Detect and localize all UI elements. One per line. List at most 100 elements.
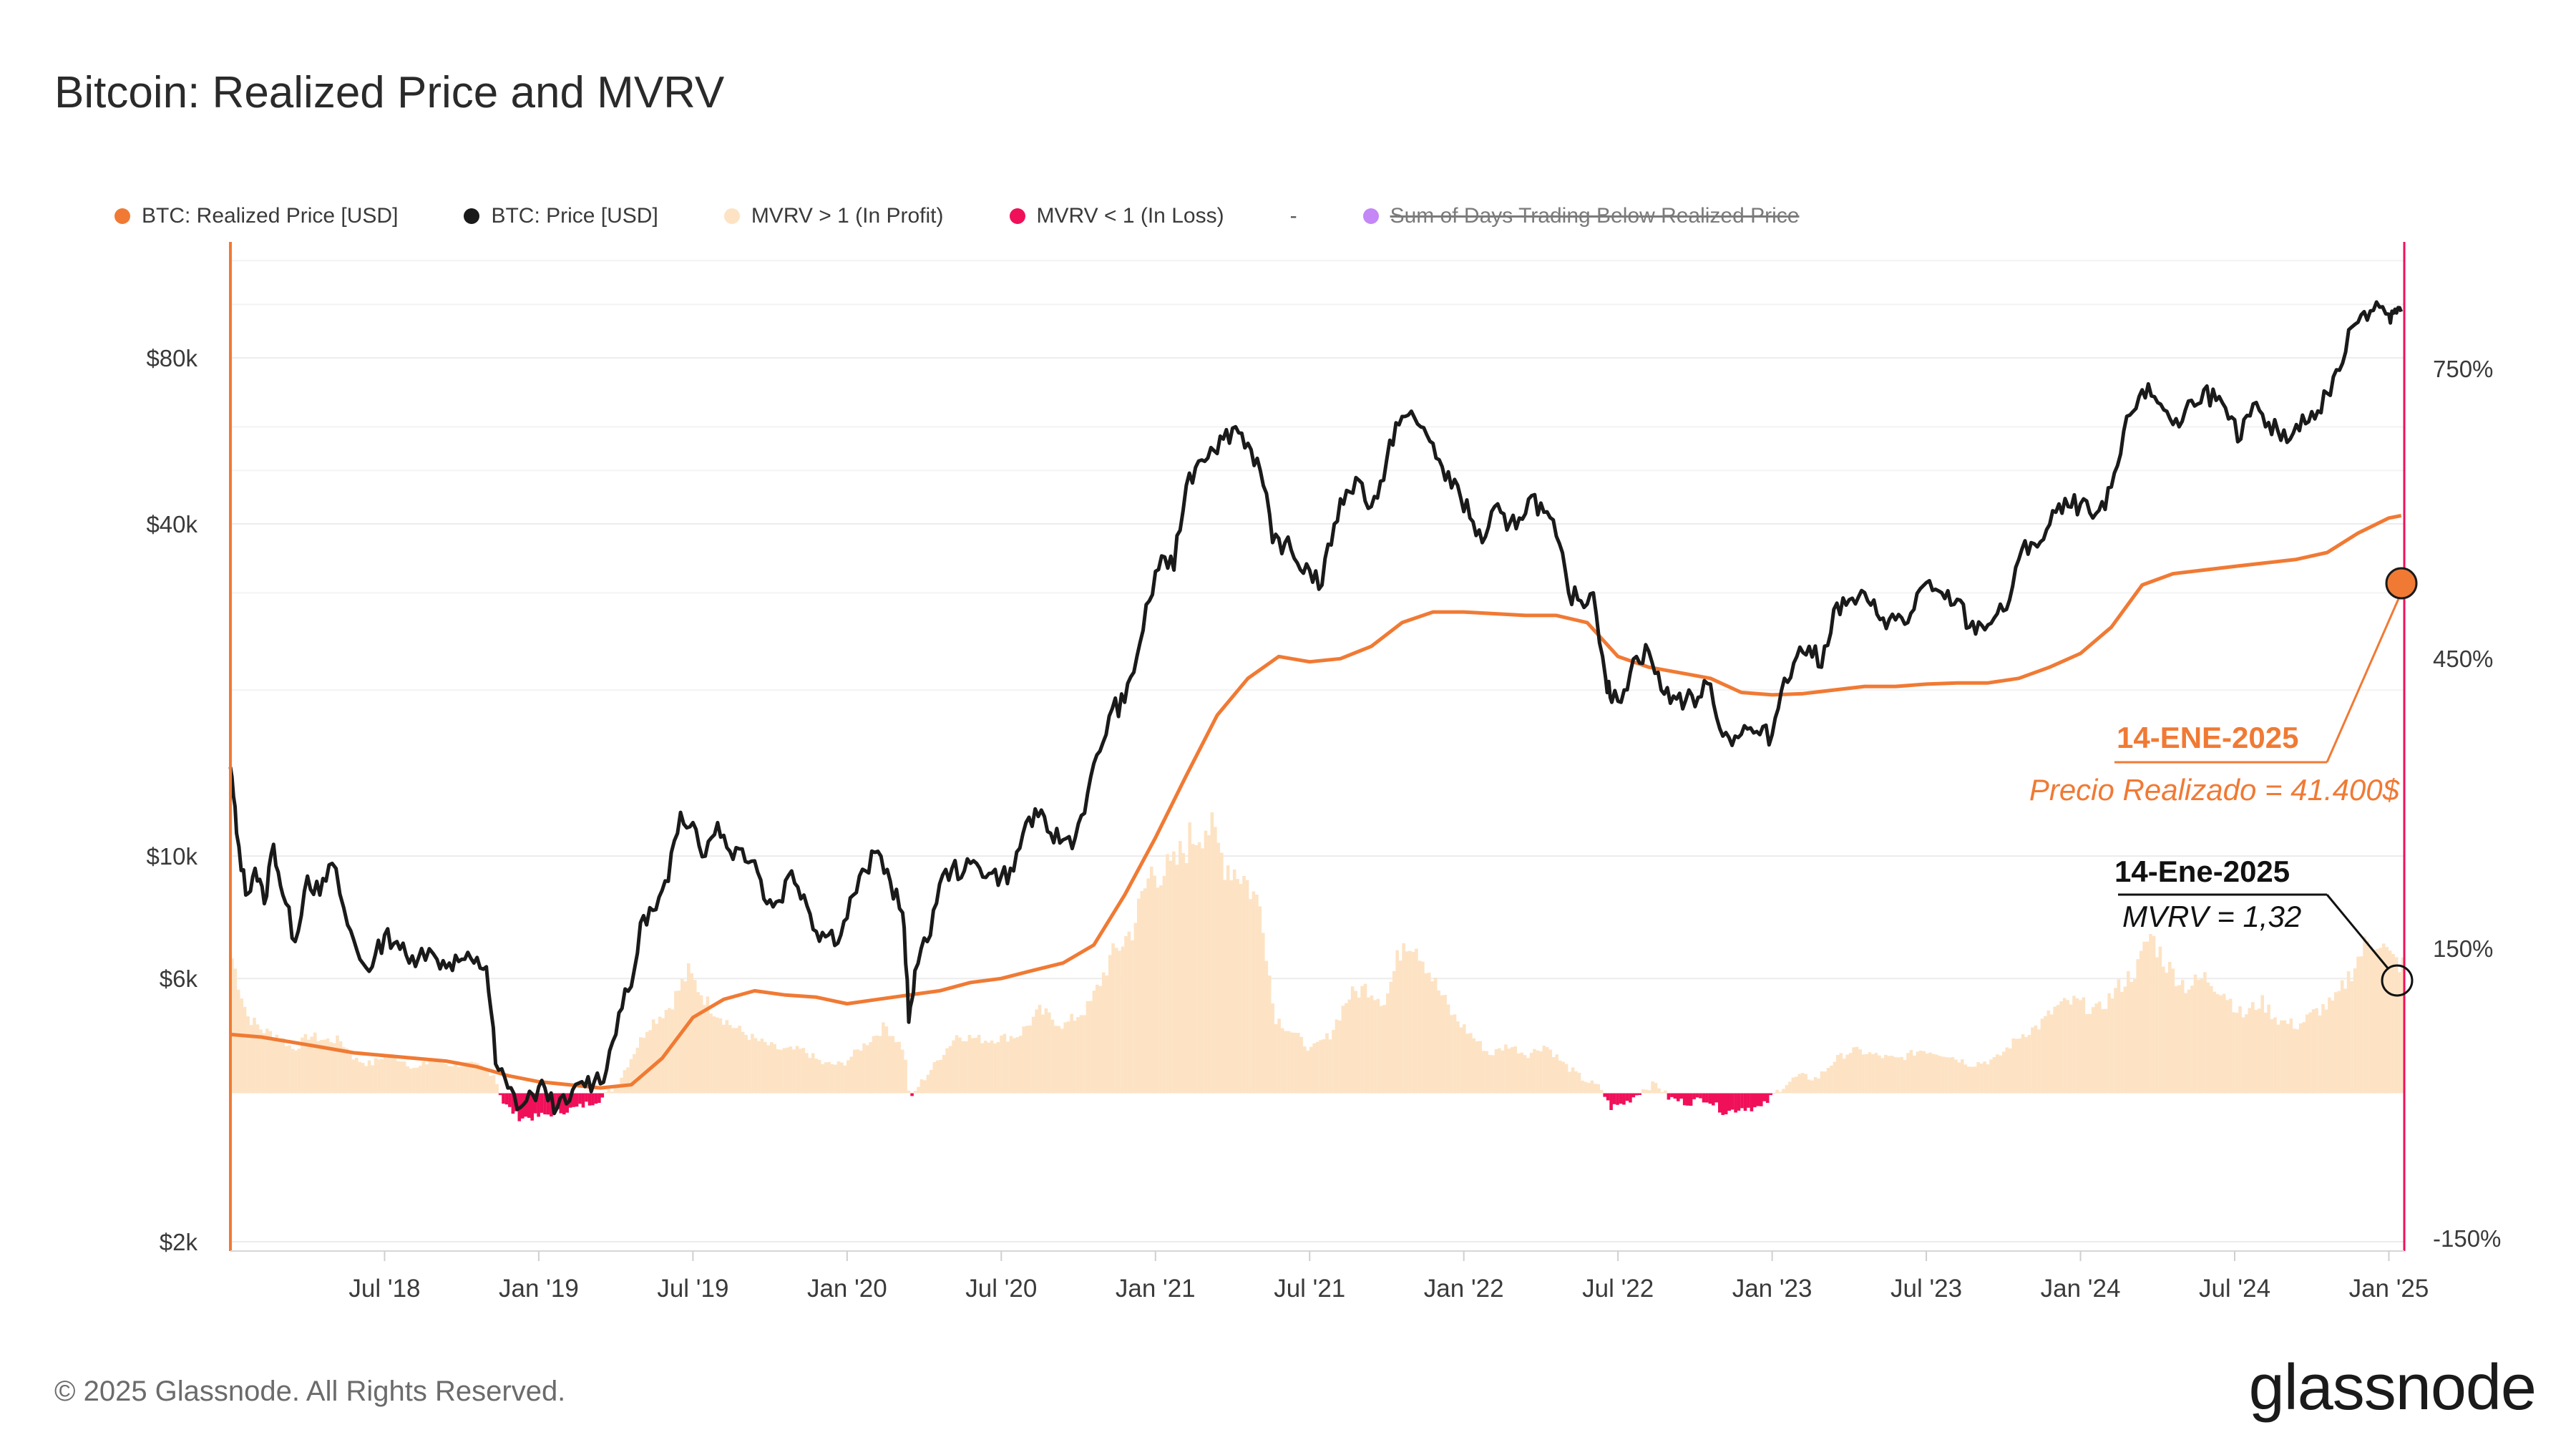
mvrv-profit-bar bbox=[1469, 1033, 1473, 1094]
legend-swatch-mvrv-profit bbox=[723, 208, 740, 224]
mvrv-profit-bar bbox=[2200, 978, 2204, 1094]
mvrv-profit-bar bbox=[1223, 880, 1227, 1094]
mvrv-profit-bar bbox=[2254, 1010, 2258, 1094]
annotation-realized-leader bbox=[2326, 595, 2401, 763]
mvrv-profit-bar bbox=[799, 1048, 802, 1094]
mvrv-profit-bar bbox=[2142, 941, 2146, 1094]
mvrv-profit-bar bbox=[355, 1057, 358, 1094]
mvrv-profit-bar bbox=[872, 1036, 876, 1094]
mvrv-profit-bar bbox=[651, 1019, 655, 1094]
mvrv-profit-bar bbox=[642, 1038, 646, 1094]
mvrv-loss-bar bbox=[559, 1093, 563, 1114]
mvrv-profit-bar bbox=[1948, 1057, 1951, 1094]
mvrv-profit-bar bbox=[1252, 891, 1256, 1094]
mvrv-profit-bar bbox=[2165, 973, 2169, 1094]
mvrv-profit-bar bbox=[2210, 986, 2213, 1094]
mvrv-profit-bar bbox=[2158, 946, 2162, 1094]
mvrv-profit-bar bbox=[482, 1068, 486, 1094]
mvrv-profit-bar bbox=[821, 1064, 824, 1094]
mvrv-profit-bar bbox=[1992, 1057, 1996, 1094]
mvrv-profit-bar bbox=[2267, 1004, 2270, 1094]
mvrv-profit-bar bbox=[2280, 1020, 2283, 1094]
mvrv-profit-bar bbox=[2094, 1003, 2098, 1094]
mvrv-profit-bar bbox=[1373, 1000, 1377, 1094]
mvrv-profit-bar bbox=[1596, 1084, 1600, 1094]
legend-item-realized-price[interactable]: BTC: Realized Price [USD] bbox=[114, 204, 398, 228]
mvrv-profit-bar bbox=[961, 1041, 965, 1094]
mvrv-profit-bar bbox=[2075, 998, 2079, 1094]
mvrv-profit-bar bbox=[2305, 1014, 2309, 1094]
mvrv-profit-bar bbox=[716, 1017, 719, 1094]
mvrv-profit-bar bbox=[604, 1092, 608, 1094]
mvrv-profit-bar bbox=[2040, 1018, 2044, 1094]
mvrv-profit-bar bbox=[1096, 984, 1099, 1094]
annotation-realized-date: 14-ENE-2025 bbox=[2117, 721, 2298, 754]
mvrv-profit-bar bbox=[1405, 951, 1409, 1094]
mvrv-profit-bar bbox=[1255, 895, 1259, 1094]
mvrv-profit-bar bbox=[930, 1070, 933, 1094]
mvrv-profit-bar bbox=[1459, 1027, 1463, 1094]
mvrv-profit-bar bbox=[1421, 961, 1425, 1094]
mvrv-profit-bar bbox=[2235, 1013, 2239, 1094]
mvrv-profit-bar bbox=[479, 1065, 483, 1094]
mvrv-profit-bar bbox=[2136, 959, 2140, 1094]
mvrv-profit-bar bbox=[805, 1053, 809, 1094]
mvrv-profit-bar bbox=[983, 1041, 987, 1094]
mvrv-profit-bar bbox=[1079, 1015, 1083, 1094]
mvrv-profit-bar bbox=[1896, 1057, 1901, 1094]
mvrv-profit-bar bbox=[1574, 1071, 1578, 1094]
mvrv-marker[interactable] bbox=[2381, 964, 2414, 997]
legend-item-mvrv-profit[interactable]: MVRV > 1 (In Profit) bbox=[723, 204, 944, 228]
mvrv-profit-bar bbox=[814, 1059, 818, 1094]
mvrv-loss-bar bbox=[585, 1093, 588, 1102]
mvrv-profit-bar bbox=[655, 1023, 658, 1094]
mvrv-loss-bar bbox=[1747, 1093, 1750, 1108]
mvrv-profit-bar bbox=[2238, 1006, 2242, 1094]
mvrv-profit-bar bbox=[1941, 1056, 1945, 1094]
mvrv-loss-bar bbox=[1606, 1093, 1610, 1101]
mvrv-profit-bar bbox=[348, 1054, 352, 1094]
mvrv-loss-bar bbox=[502, 1093, 505, 1104]
mvrv-profit-bar bbox=[2241, 1017, 2245, 1094]
mvrv-profit-bar bbox=[1114, 948, 1118, 1094]
mvrv-profit-bar bbox=[878, 1036, 882, 1094]
mvrv-profit-bar bbox=[639, 1037, 643, 1094]
mvrv-profit-bar bbox=[913, 1091, 917, 1094]
mvrv-profit-bar bbox=[1264, 960, 1269, 1094]
mvrv-profit-bar bbox=[374, 1058, 378, 1094]
legend-item-mvrv-loss[interactable]: MVRV < 1 (In Loss) bbox=[1009, 204, 1224, 228]
mvrv-profit-bar bbox=[1345, 1003, 1348, 1094]
mvrv-profit-bar bbox=[1555, 1054, 1558, 1094]
mvrv-profit-bar bbox=[313, 1032, 317, 1094]
mvrv-profit-bar bbox=[415, 1067, 419, 1094]
mvrv-profit-bar bbox=[1184, 863, 1189, 1094]
mvrv-profit-bar bbox=[1587, 1083, 1591, 1094]
mvrv-profit-bar bbox=[262, 1033, 266, 1094]
mvrv-profit-bar bbox=[900, 1049, 904, 1094]
mvrv-profit-bar bbox=[1013, 1038, 1016, 1094]
mvrv-profit-bar bbox=[645, 1031, 649, 1094]
mvrv-loss-bar bbox=[1682, 1093, 1687, 1106]
mvrv-loss-bar bbox=[1753, 1093, 1757, 1108]
legend-item-btc-price[interactable]: BTC: Price [USD] bbox=[464, 204, 658, 228]
mvrv-profit-bar bbox=[2321, 1004, 2325, 1094]
mvrv-profit-bar bbox=[1890, 1056, 1894, 1094]
mvrv-profit-bar bbox=[1931, 1054, 1936, 1094]
mvrv-profit-bar bbox=[1408, 950, 1412, 1094]
mvrv-profit-bar bbox=[1571, 1067, 1575, 1094]
mvrv-profit-bar bbox=[1848, 1053, 1853, 1094]
mvrv-profit-bar bbox=[1775, 1089, 1779, 1094]
mvrv-profit-bar bbox=[1315, 1041, 1319, 1094]
mvrv-profit-bar bbox=[1216, 842, 1221, 1094]
mvrv-profit-bar bbox=[1529, 1053, 1533, 1094]
mvrv-profit-bar bbox=[1539, 1051, 1543, 1094]
mvrv-profit-bar bbox=[2059, 1001, 2063, 1094]
mvrv-profit-bar bbox=[1472, 1038, 1475, 1094]
mvrv-profit-bar bbox=[817, 1060, 821, 1094]
legend-item-days-below[interactable]: Sum of Days Trading Below Realized Price bbox=[1362, 204, 1799, 228]
mvrv-profit-bar bbox=[904, 1059, 907, 1094]
realized-price-marker[interactable] bbox=[2385, 567, 2418, 600]
mvrv-profit-bar bbox=[1548, 1049, 1553, 1094]
mvrv-profit-bar bbox=[1066, 1021, 1070, 1094]
